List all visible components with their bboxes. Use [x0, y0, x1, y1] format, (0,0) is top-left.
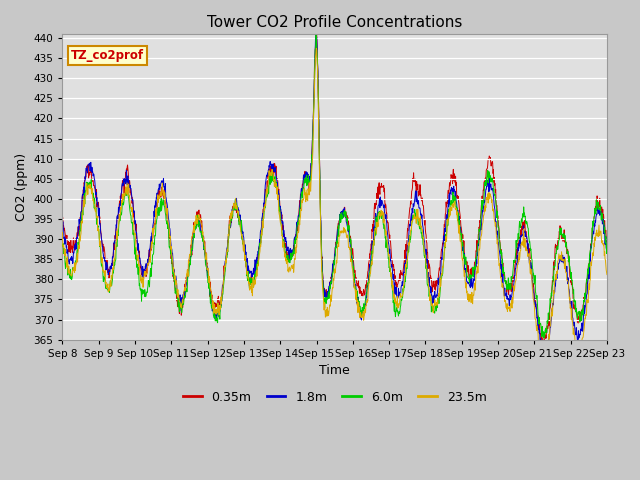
- Title: Tower CO2 Profile Concentrations: Tower CO2 Profile Concentrations: [207, 15, 462, 30]
- Legend: 0.35m, 1.8m, 6.0m, 23.5m: 0.35m, 1.8m, 6.0m, 23.5m: [178, 386, 492, 408]
- X-axis label: Time: Time: [319, 364, 350, 377]
- Y-axis label: CO2 (ppm): CO2 (ppm): [15, 153, 28, 221]
- Text: TZ_co2prof: TZ_co2prof: [70, 49, 144, 62]
